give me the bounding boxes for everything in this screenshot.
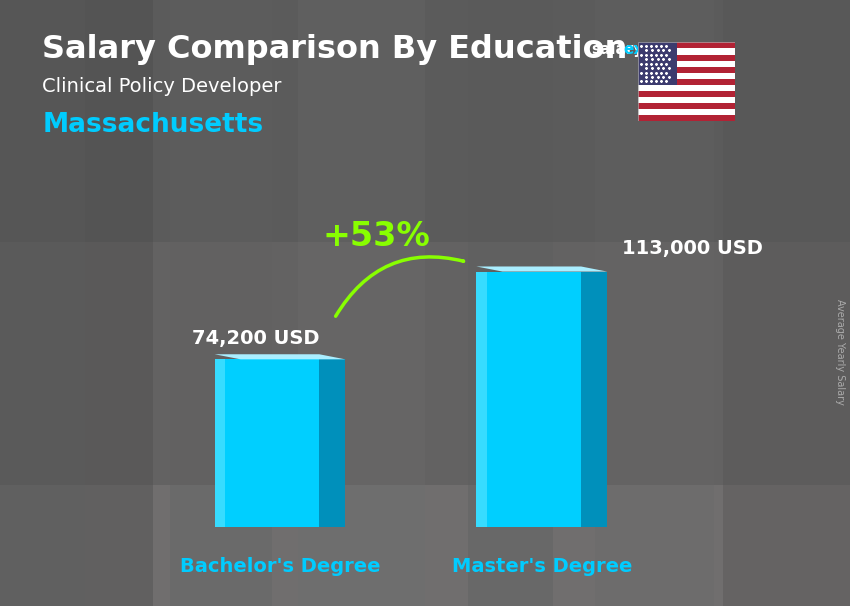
Bar (638, 67, 735, 73)
Text: Clinical Policy Developer: Clinical Policy Developer (42, 76, 282, 96)
Bar (214, 359, 320, 527)
Polygon shape (581, 271, 607, 527)
Text: 113,000 USD: 113,000 USD (622, 239, 763, 258)
Text: Salary Comparison By Education: Salary Comparison By Education (42, 34, 628, 65)
Bar (595, 0, 714, 606)
Text: Massachusetts: Massachusetts (42, 113, 264, 138)
Bar (476, 271, 487, 527)
Text: salary: salary (591, 42, 643, 57)
Bar (638, 103, 735, 109)
Bar (638, 91, 735, 97)
Bar (85, 0, 153, 606)
Bar (638, 42, 677, 85)
Bar (638, 48, 735, 55)
Bar (638, 42, 735, 48)
Text: 74,200 USD: 74,200 USD (192, 329, 320, 348)
Bar (170, 0, 272, 606)
Bar (638, 55, 735, 61)
Bar (476, 271, 581, 527)
Polygon shape (214, 355, 345, 359)
Text: .com: .com (673, 42, 714, 57)
Bar (298, 0, 425, 606)
Bar (638, 61, 735, 67)
Bar (638, 79, 735, 85)
Text: explorer: explorer (623, 42, 695, 57)
Text: Master's Degree: Master's Degree (451, 557, 632, 576)
Bar (214, 359, 225, 527)
Bar (638, 85, 735, 91)
Text: Bachelor's Degree: Bachelor's Degree (179, 557, 380, 576)
Bar (638, 109, 735, 115)
Bar (722, 0, 850, 606)
Bar (638, 73, 735, 79)
Polygon shape (476, 267, 607, 271)
Bar (0, 485, 850, 606)
Bar (0, 0, 850, 242)
Text: +53%: +53% (322, 219, 430, 253)
Bar (468, 0, 552, 606)
Bar (0, 242, 850, 485)
Bar (638, 115, 735, 121)
Bar (0, 0, 85, 606)
Bar (638, 97, 735, 103)
Polygon shape (320, 359, 345, 527)
Text: Average Yearly Salary: Average Yearly Salary (835, 299, 845, 404)
